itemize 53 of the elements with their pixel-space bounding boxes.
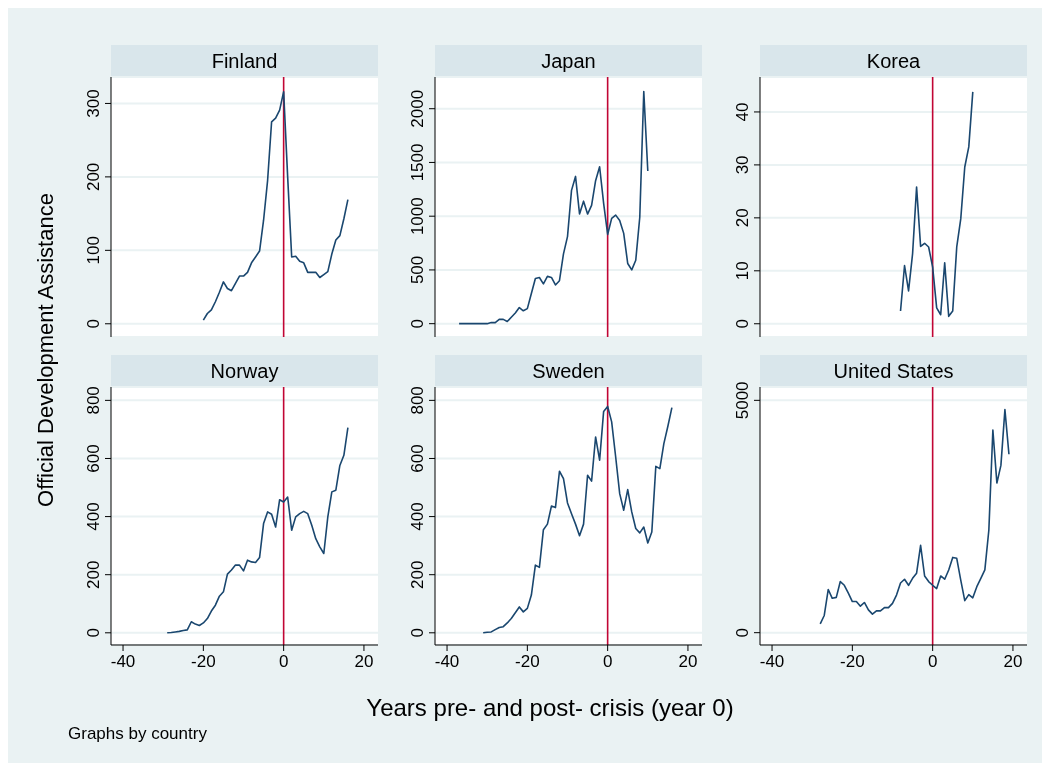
x-tick-label: 20 [354, 652, 374, 671]
y-tick-label: 1500 [408, 143, 427, 182]
line-series [202, 90, 349, 321]
y-tick-label: 200 [84, 560, 103, 589]
y-tick-label: 500 [408, 255, 427, 285]
y-tick-label: 800 [408, 386, 427, 415]
line-series [819, 408, 1010, 625]
y-tick-label: 600 [84, 444, 103, 473]
x-tick-label: -20 [840, 652, 865, 671]
y-tick-label: 0 [84, 319, 103, 329]
line-series [482, 405, 673, 634]
y-tick-label: 400 [408, 502, 427, 531]
y-tick-label: 200 [84, 162, 103, 192]
y-tick-label: 0 [84, 628, 103, 638]
x-tick-label: -20 [515, 652, 540, 671]
y-tick-label: 600 [408, 444, 427, 473]
x-tick-label: 0 [602, 652, 613, 671]
chart-title: Sweden [435, 355, 702, 387]
x-tick-label: 0 [927, 652, 938, 671]
chart-title: Norway [111, 355, 378, 387]
y-tick-label: 0 [733, 319, 752, 329]
y-tick-label: 0 [408, 318, 427, 329]
text: Graphs by country [68, 724, 207, 744]
x-tick-label: -40 [759, 652, 785, 671]
chart-title: United States [760, 355, 1027, 387]
x-tick-label: -40 [110, 652, 136, 671]
y-tick-label: 100 [84, 236, 103, 265]
x-axis-title: Years pre- and post- crisis (year 0) [366, 694, 734, 722]
y-axis-title: Official Development Assistance [33, 193, 59, 507]
line-series [166, 426, 349, 634]
y-tick-label: 1000 [408, 197, 427, 236]
y-tick-label: 800 [84, 386, 103, 415]
y-tick-label: 40 [733, 102, 752, 122]
y-tick-label: 400 [84, 502, 103, 531]
x-tick-label: 0 [278, 652, 289, 671]
x-tick-label: -20 [191, 652, 216, 671]
x-tick-label: 20 [678, 652, 698, 671]
y-tick-label: 0 [733, 627, 752, 638]
chart-title: Finland [111, 45, 378, 77]
y-tick-label: 200 [408, 560, 427, 589]
y-tick-label: 300 [84, 89, 103, 118]
y-tick-label: 20 [733, 208, 752, 228]
chart-title: Japan [435, 45, 702, 77]
chart-title: Korea [760, 45, 1027, 77]
x-tick-label: 20 [1003, 652, 1023, 671]
y-tick-label: 10 [733, 261, 752, 281]
y-tick-label: 5000 [733, 381, 752, 420]
line-series [458, 90, 649, 325]
line-series [899, 91, 974, 318]
y-tick-label: 2000 [408, 89, 427, 128]
x-tick-label: -40 [434, 652, 460, 671]
y-tick-label: 30 [733, 155, 752, 175]
y-tick-label: 0 [408, 628, 427, 638]
